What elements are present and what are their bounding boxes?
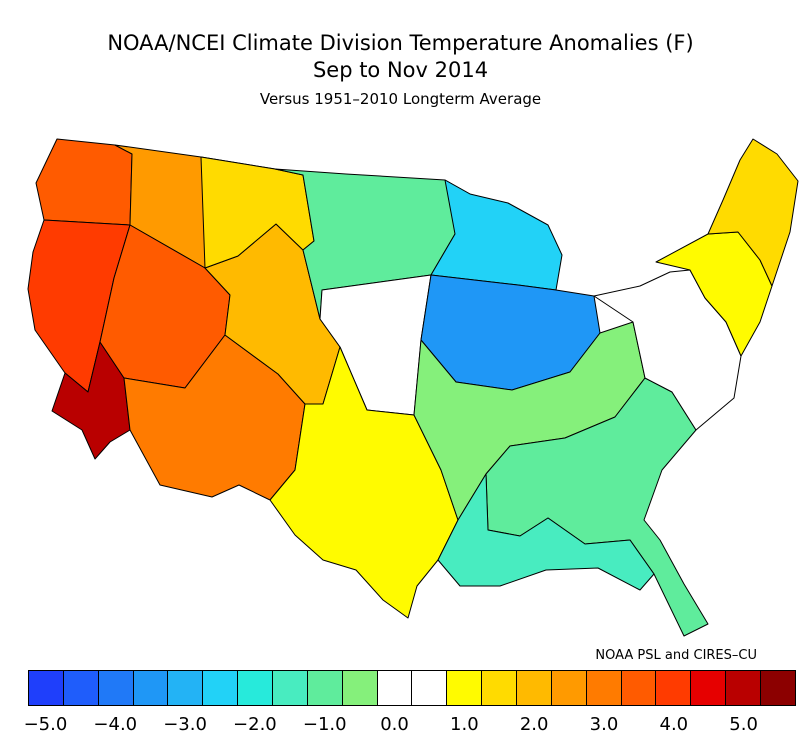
colorbar-swatch [307, 671, 343, 705]
region-pacific-northwest-coast [35, 138, 133, 226]
colorbar-tick-label: −3.0 [163, 714, 207, 735]
colorbar-tick-label: −2.0 [233, 714, 277, 735]
colorbar-tick-label: 5.0 [729, 714, 758, 735]
credit-text: NOAA PSL and CIRES–CU [595, 648, 757, 663]
colorbar-swatch [29, 671, 64, 705]
colorbar-tick-label: 1.0 [450, 714, 479, 735]
colorbar-tick-label: 0.0 [380, 714, 409, 735]
region-southern-california [51, 341, 131, 460]
colorbar-swatch [168, 671, 204, 705]
colorbar-swatch [586, 671, 622, 705]
colorbar-swatch [517, 671, 552, 705]
colorbar-tick-label: −1.0 [302, 714, 347, 735]
region-gulf-coast [437, 473, 655, 591]
colorbar-tick-label: −5.0 [23, 714, 68, 735]
colorbar-swatch [551, 671, 587, 705]
colorbar-swatch [621, 671, 657, 705]
colorbar-swatch [133, 671, 169, 705]
colorbar-swatch [377, 671, 413, 705]
colorbar-swatch [98, 671, 134, 705]
colorbar-tick-label: 4.0 [659, 714, 689, 735]
colorbar-tick-label: 3.0 [589, 714, 619, 735]
colorbar-tick-label: −4.0 [93, 714, 138, 735]
region-new-england [707, 138, 799, 287]
colorbar-swatch [238, 671, 274, 705]
colorbar-swatch [342, 671, 378, 705]
colorbar-tick-label: 2.0 [519, 714, 549, 735]
colorbar-ticks: −5.0 −4.0 −3.0 −2.0 −1.0 0.0 1.0 2.0 3.0 4.0 5.0 [0, 714, 801, 740]
colorbar-swatch [656, 671, 692, 705]
colorbar-swatch [412, 671, 448, 705]
anomaly-colorbar [28, 670, 796, 706]
colorbar-swatch [691, 671, 727, 705]
colorbar-swatch [273, 671, 308, 705]
colorbar-swatch [761, 671, 795, 705]
colorbar-swatch [63, 671, 99, 705]
map-period: Sep to Nov 2014 [312, 58, 489, 82]
region-upper-midwest [430, 179, 563, 291]
colorbar-swatch [726, 671, 762, 705]
colorbar-swatch [203, 671, 239, 705]
colorbar-swatch [447, 671, 483, 705]
map-subtitle: Versus 1951–2010 Longterm Average [259, 90, 542, 108]
map-title: NOAA/NCEI Climate Division Temperature A… [107, 31, 694, 55]
region-southern-plains [269, 346, 459, 619]
colorbar-swatch [482, 671, 518, 705]
